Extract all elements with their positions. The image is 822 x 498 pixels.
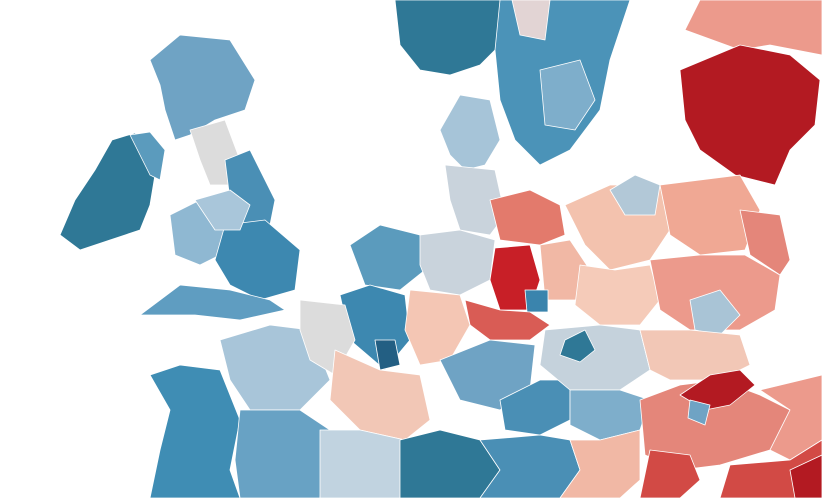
region <box>679 44 821 186</box>
region <box>374 339 401 371</box>
region <box>419 229 496 296</box>
region <box>489 189 566 246</box>
region <box>789 454 822 498</box>
region <box>659 174 761 256</box>
region <box>139 284 286 321</box>
region <box>149 364 241 498</box>
region <box>439 94 501 171</box>
region <box>129 131 166 181</box>
region <box>639 449 701 498</box>
region <box>574 264 661 326</box>
region <box>524 289 549 313</box>
region <box>559 429 641 498</box>
region <box>214 219 301 301</box>
region <box>511 0 551 41</box>
region <box>219 324 331 411</box>
region <box>329 349 431 441</box>
region <box>559 329 596 363</box>
region <box>739 209 791 276</box>
region <box>444 164 506 236</box>
region <box>539 59 596 131</box>
region <box>687 399 711 426</box>
region <box>149 34 256 141</box>
region <box>234 409 331 498</box>
region <box>319 429 406 498</box>
region <box>464 299 551 341</box>
region <box>609 174 661 216</box>
region <box>689 289 741 336</box>
region <box>194 189 251 231</box>
